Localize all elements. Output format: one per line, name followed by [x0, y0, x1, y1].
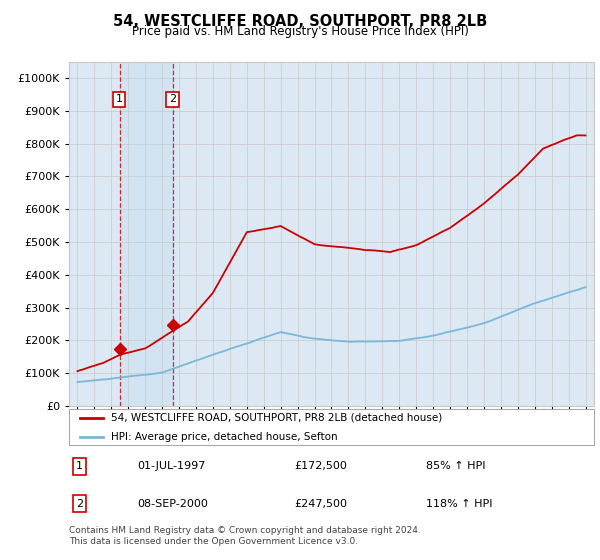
Text: £172,500: £172,500	[295, 461, 347, 471]
Text: 1: 1	[76, 461, 83, 471]
Text: 54, WESTCLIFFE ROAD, SOUTHPORT, PR8 2LB: 54, WESTCLIFFE ROAD, SOUTHPORT, PR8 2LB	[113, 14, 487, 29]
Text: 118% ↑ HPI: 118% ↑ HPI	[426, 499, 493, 508]
Text: HPI: Average price, detached house, Sefton: HPI: Average price, detached house, Seft…	[111, 432, 338, 442]
Text: 2: 2	[169, 95, 176, 104]
Text: 85% ↑ HPI: 85% ↑ HPI	[426, 461, 485, 471]
Text: 01-JUL-1997: 01-JUL-1997	[137, 461, 206, 471]
Text: 1: 1	[115, 95, 122, 104]
Text: Contains HM Land Registry data © Crown copyright and database right 2024.
This d: Contains HM Land Registry data © Crown c…	[69, 526, 421, 546]
Text: 08-SEP-2000: 08-SEP-2000	[137, 499, 208, 508]
Bar	[120, 62, 173, 406]
Text: 2: 2	[76, 499, 83, 508]
Text: £247,500: £247,500	[295, 499, 348, 508]
Text: Price paid vs. HM Land Registry's House Price Index (HPI): Price paid vs. HM Land Registry's House …	[131, 25, 469, 38]
Text: 54, WESTCLIFFE ROAD, SOUTHPORT, PR8 2LB (detached house): 54, WESTCLIFFE ROAD, SOUTHPORT, PR8 2LB …	[111, 413, 442, 423]
